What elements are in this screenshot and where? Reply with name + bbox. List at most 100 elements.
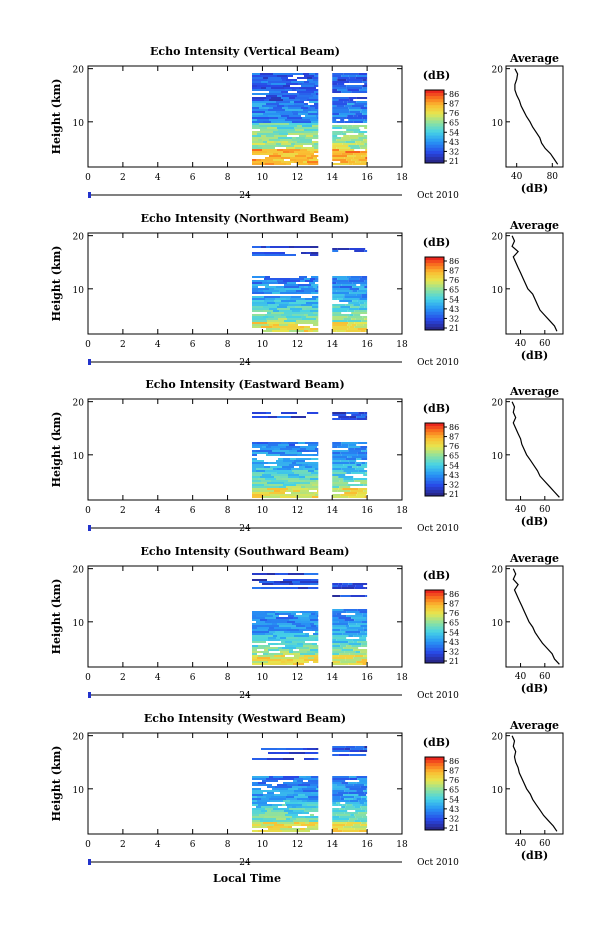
heatmap-cell	[261, 824, 274, 826]
heatmap-cell	[339, 816, 356, 818]
heatmap-cell	[342, 583, 349, 585]
heatmap-cell	[366, 79, 368, 81]
heatmap-cell	[267, 137, 278, 139]
heatmap-cell	[355, 585, 364, 587]
heatmap-cell	[356, 418, 367, 420]
heatmap-cell	[294, 472, 311, 474]
profile-y-tick-label: 20	[492, 66, 504, 76]
heatmap-cell	[289, 246, 294, 248]
profile-y-tick-label: 10	[492, 619, 504, 629]
heatmap-cell	[264, 99, 269, 101]
heatmap-cell	[332, 786, 346, 788]
heatmap-cell	[314, 91, 319, 93]
heatmap-cell	[252, 651, 261, 653]
heatmap-cell	[310, 105, 319, 107]
heatmap-cell	[355, 318, 365, 320]
heatmap-cell	[349, 653, 367, 655]
heatmap-cell	[304, 81, 309, 83]
heatmap-cell	[278, 643, 289, 645]
heatmap-cell	[363, 135, 368, 137]
heatmap-cell	[348, 663, 363, 665]
heatmap-cell	[336, 147, 351, 149]
colorbar-segment	[425, 805, 444, 810]
heatmap-cell	[277, 280, 283, 282]
heatmap-cell	[315, 651, 319, 653]
heatmap-cell	[332, 322, 349, 324]
heatmap-cell	[289, 115, 301, 117]
heatmap-cell	[348, 623, 357, 625]
colorbar-tick-label: 43	[449, 638, 459, 647]
colorbar-segment	[425, 105, 444, 109]
heatmap-cell	[359, 802, 365, 804]
heatmap-cell	[346, 412, 359, 414]
heatmap-cell	[299, 286, 304, 288]
heatmap-cell	[262, 583, 273, 585]
heatmap-cell	[316, 318, 319, 320]
colorbar-segment	[425, 117, 444, 121]
colorbar-segment	[425, 602, 444, 606]
heatmap-cell	[332, 585, 338, 587]
heatmap-cell	[297, 95, 313, 97]
heatmap-cell	[358, 73, 368, 75]
heatmap-cell	[267, 141, 274, 143]
heatmap-cell	[285, 288, 301, 290]
heatmap-cell	[294, 127, 311, 129]
heatmap-cell	[268, 452, 285, 454]
heatmap-cell	[336, 639, 353, 641]
heatmap-cell	[354, 103, 368, 105]
heatmap-cell	[341, 585, 348, 587]
heatmap-cell	[272, 804, 282, 806]
heatmap-cell	[337, 77, 350, 79]
heatmap-cell	[332, 621, 339, 623]
heatmap-cell	[277, 127, 294, 129]
heatmap-cell	[341, 442, 358, 444]
heatmap-cell	[299, 93, 311, 95]
heatmap-cell	[336, 330, 346, 332]
heatmap-cell	[306, 776, 311, 778]
heatmap-cell	[261, 159, 273, 161]
heatmap-cell	[252, 659, 267, 661]
heatmap-cell	[288, 476, 299, 478]
colorbar-segment	[425, 111, 444, 115]
heatmap-cell	[286, 326, 300, 328]
heatmap-cell	[252, 794, 263, 796]
heatmap-cell	[315, 278, 319, 280]
heatmap-cell	[279, 573, 288, 575]
heatmap-cell	[363, 790, 368, 792]
heatmap-cell	[342, 488, 359, 490]
heatmap-cell	[280, 328, 287, 330]
heatmap-cell	[332, 647, 344, 649]
heatmap-cell	[332, 288, 350, 290]
heatmap-cell	[277, 75, 287, 77]
colorbar-tick-label: 65	[449, 452, 459, 461]
heatmap-cell	[287, 659, 293, 661]
heatmap-cell	[359, 278, 368, 280]
heatmap-cell	[280, 454, 297, 456]
heatmap-cell	[362, 79, 367, 81]
heatmap-cell	[332, 278, 338, 280]
heatmap-cell	[356, 782, 368, 784]
heatmap-cell	[252, 77, 263, 79]
heatmap-cell	[312, 629, 318, 631]
heatmap-cell	[291, 296, 301, 298]
heatmap-cell	[299, 466, 305, 468]
heatmap-cell	[361, 296, 368, 298]
heatmap-cell	[278, 81, 291, 83]
heatmap-cell	[309, 798, 319, 800]
heatmap-cell	[352, 286, 365, 288]
heatmap-cell	[332, 109, 350, 111]
profile-title: Average	[509, 719, 559, 732]
heatmap-cell	[350, 147, 361, 149]
heatmap-cell	[285, 109, 289, 111]
heatmap-cell	[294, 655, 304, 657]
heatmap-cell	[345, 806, 355, 808]
heatmap-cell	[332, 800, 350, 802]
heatmap-cell	[296, 625, 305, 627]
heatmap-cell	[353, 304, 361, 306]
heatmap-cell	[332, 478, 344, 480]
heatmap-cell	[362, 635, 368, 637]
heatmap-cell	[352, 466, 358, 468]
heatmap-cell	[256, 450, 272, 452]
heatmap-cell	[252, 320, 267, 322]
heatmap-cell	[295, 322, 309, 324]
